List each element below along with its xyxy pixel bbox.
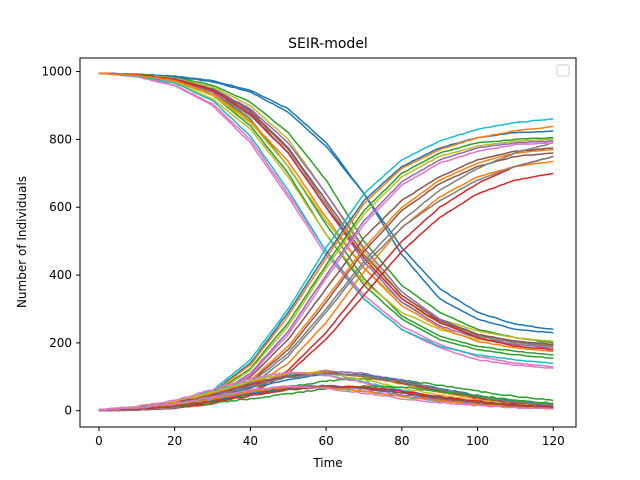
y-tick-label: 600 (49, 200, 72, 214)
x-tick-label: 20 (167, 434, 182, 448)
series-line-e-49 (98, 385, 554, 411)
x-tick-label: 0 (95, 434, 103, 448)
series-line-s-0 (98, 72, 554, 331)
series-line-s-15 (98, 72, 554, 351)
x-tick-label: 120 (542, 434, 565, 448)
series-line-e-48 (98, 384, 554, 411)
series-line-s-1 (98, 72, 554, 334)
legend-box (556, 64, 570, 77)
y-tick-label: 1000 (41, 65, 72, 79)
x-tick-label: 100 (466, 434, 489, 448)
y-tick-label: 400 (49, 268, 72, 282)
series-line-r-27 (98, 155, 554, 412)
y-tick-label: 800 (49, 132, 72, 146)
y-axis-label: Number of Individuals (15, 176, 29, 308)
y-axis: 0 200 400 600 800 1000 (41, 65, 80, 418)
series-line-s-16 (98, 72, 554, 353)
y-tick-label: 200 (49, 336, 72, 350)
x-axis-label: Time (312, 456, 342, 470)
x-tick-label: 80 (394, 434, 409, 448)
x-tick-label: 60 (318, 434, 333, 448)
x-tick-label: 40 (243, 434, 258, 448)
plot-frame (79, 57, 577, 428)
series-line-s-14 (98, 72, 554, 364)
chart-title: SEIR-model (288, 36, 368, 52)
x-axis: 0 20 40 60 80 100 120 (95, 427, 565, 448)
y-tick-label: 0 (64, 404, 72, 418)
series-group (98, 72, 554, 412)
